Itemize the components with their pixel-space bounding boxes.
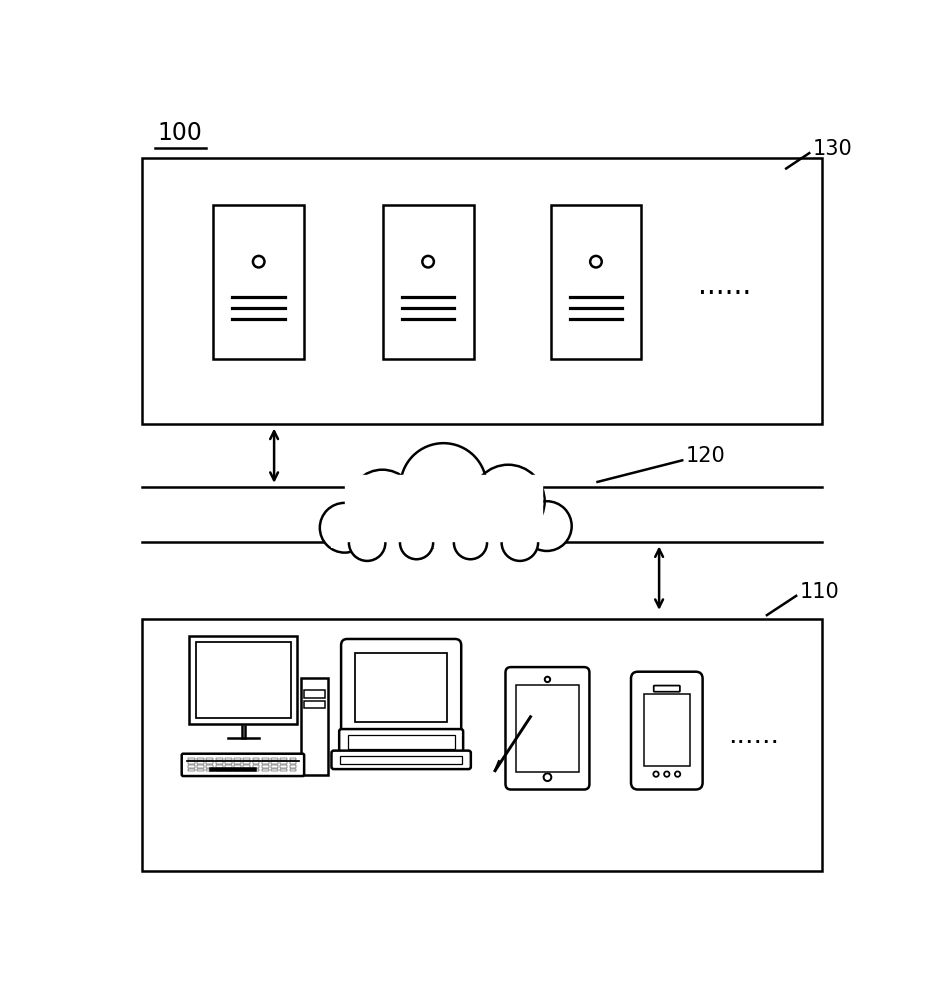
Bar — [196, 642, 291, 718]
Bar — [271, 761, 278, 764]
Bar — [304, 690, 325, 698]
FancyBboxPatch shape — [332, 751, 471, 769]
Bar — [281, 769, 287, 771]
Bar — [243, 769, 251, 771]
Bar — [187, 758, 195, 760]
Bar — [304, 701, 325, 708]
Bar — [382, 205, 474, 359]
Circle shape — [654, 771, 658, 777]
Bar — [225, 758, 232, 760]
Bar — [197, 761, 204, 764]
FancyBboxPatch shape — [182, 754, 304, 776]
Bar — [216, 769, 222, 771]
Bar — [206, 765, 213, 768]
Bar — [644, 694, 690, 766]
Text: 100: 100 — [157, 121, 202, 145]
Bar — [289, 769, 297, 771]
Bar — [289, 758, 297, 760]
Text: 110: 110 — [800, 582, 839, 602]
Bar — [252, 765, 259, 768]
Bar — [187, 765, 195, 768]
Circle shape — [591, 256, 602, 267]
Bar — [243, 765, 251, 768]
Bar — [335, 511, 551, 543]
Text: ......: ...... — [698, 272, 751, 300]
Circle shape — [349, 524, 385, 561]
Bar — [289, 765, 297, 768]
Circle shape — [674, 771, 680, 777]
Bar — [210, 768, 256, 771]
Circle shape — [320, 503, 369, 553]
Text: 120: 120 — [686, 446, 725, 466]
Bar — [252, 761, 259, 764]
Circle shape — [349, 470, 415, 536]
Bar — [213, 205, 304, 359]
Bar — [189, 636, 298, 724]
Bar — [206, 761, 213, 764]
Bar — [271, 765, 278, 768]
Bar — [234, 758, 241, 760]
Bar — [345, 475, 543, 541]
Bar — [197, 758, 204, 760]
FancyBboxPatch shape — [506, 667, 590, 790]
Circle shape — [387, 488, 450, 551]
Bar — [340, 756, 463, 764]
Circle shape — [544, 677, 550, 682]
Bar — [281, 765, 287, 768]
Circle shape — [253, 256, 265, 267]
Bar — [206, 769, 213, 771]
Bar — [252, 758, 259, 760]
Circle shape — [522, 501, 572, 551]
Circle shape — [472, 465, 544, 538]
Bar — [225, 765, 232, 768]
Bar — [234, 761, 241, 764]
Circle shape — [422, 256, 434, 267]
Bar — [197, 765, 204, 768]
Bar — [281, 758, 287, 760]
Bar — [216, 758, 222, 760]
Bar — [355, 653, 447, 722]
Circle shape — [445, 488, 505, 548]
Bar — [550, 205, 642, 359]
Circle shape — [454, 526, 487, 559]
Bar — [206, 758, 213, 760]
Bar — [262, 769, 268, 771]
Bar — [243, 758, 251, 760]
Bar — [234, 765, 241, 768]
Bar — [271, 758, 278, 760]
Bar — [243, 761, 251, 764]
Bar — [216, 765, 222, 768]
Bar — [348, 735, 455, 749]
Text: 130: 130 — [813, 139, 853, 159]
Circle shape — [664, 771, 670, 777]
Bar — [262, 761, 268, 764]
Bar — [187, 761, 195, 764]
Bar — [252, 769, 259, 771]
Bar — [216, 761, 222, 764]
Bar — [234, 769, 241, 771]
FancyBboxPatch shape — [631, 672, 703, 790]
FancyBboxPatch shape — [341, 639, 462, 736]
Bar — [262, 758, 268, 760]
Bar — [187, 769, 195, 771]
FancyBboxPatch shape — [654, 686, 680, 692]
Circle shape — [544, 773, 551, 781]
Circle shape — [400, 526, 433, 559]
Bar — [141, 158, 822, 424]
Bar — [289, 761, 297, 764]
Bar — [262, 765, 268, 768]
FancyBboxPatch shape — [339, 729, 463, 755]
Bar — [516, 685, 578, 772]
Bar — [271, 769, 278, 771]
Bar — [225, 769, 232, 771]
Bar — [197, 769, 204, 771]
Bar — [141, 619, 822, 871]
Bar — [225, 761, 232, 764]
Bar — [281, 761, 287, 764]
Text: ......: ...... — [728, 723, 779, 749]
Bar — [301, 678, 328, 774]
Circle shape — [502, 524, 538, 561]
Circle shape — [400, 443, 487, 529]
